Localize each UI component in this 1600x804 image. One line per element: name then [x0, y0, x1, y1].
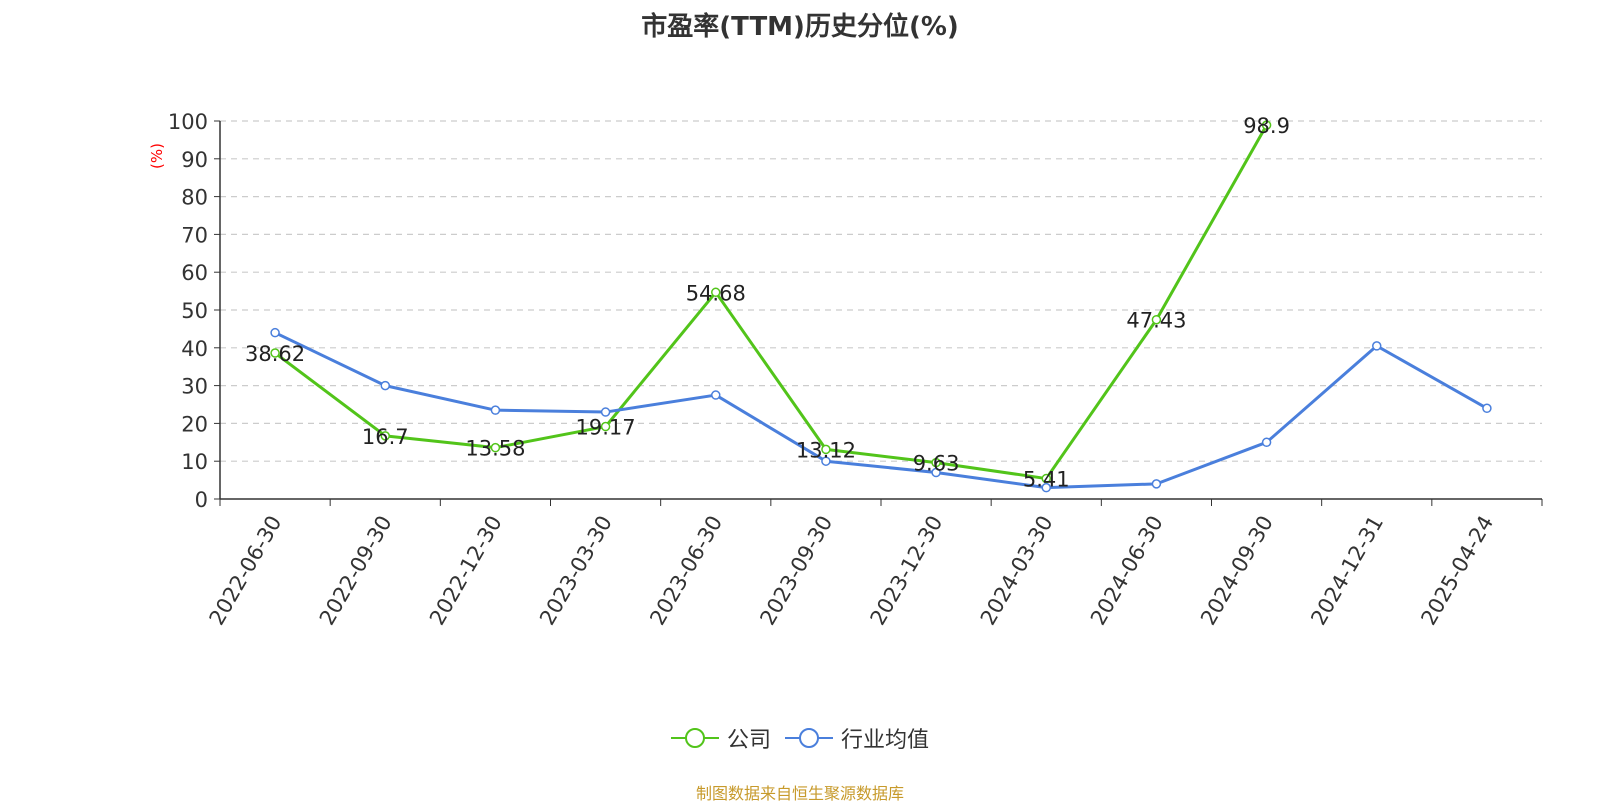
- data-point-1: [931, 467, 941, 478]
- x-tick-label: 2023-09-30: [755, 512, 837, 630]
- legend: 公司 行业均值: [0, 722, 1600, 754]
- legend-swatch-industry-avg: [785, 728, 833, 748]
- y-tick-label: 40: [181, 337, 208, 361]
- data-point-0: [1151, 314, 1162, 325]
- series-line-1: [274, 331, 1488, 490]
- data-label: 19.17: [576, 416, 636, 440]
- source-note: 制图数据来自恒生聚源数据库: [695, 784, 904, 803]
- data-point-1: [1151, 479, 1162, 489]
- data-label: 5.41: [1023, 468, 1070, 492]
- legend-item-industry-avg[interactable]: 行业均值: [785, 722, 929, 754]
- series-line-0: [274, 124, 1268, 481]
- data-point-0: [600, 421, 611, 432]
- x-tick-label: 2024-12-31: [1306, 512, 1388, 630]
- data-point-1: [821, 456, 831, 466]
- data-point-1: [1041, 482, 1051, 493]
- x-tick-label: 2023-03-30: [535, 512, 617, 630]
- x-tick-label: 2022-06-30: [205, 512, 287, 630]
- data-point-1: [711, 390, 721, 400]
- data-label: 38.62: [245, 342, 305, 366]
- y-tick-label: 70: [181, 223, 208, 247]
- x-tick-label: 2024-03-30: [976, 512, 1058, 630]
- y-tick-label: 10: [181, 450, 208, 474]
- legend-label-industry-avg: 行业均值: [841, 728, 930, 753]
- y-tick-label: 50: [181, 299, 208, 323]
- y-tick-label: 80: [181, 186, 208, 210]
- x-tick-label: 2023-12-30: [866, 512, 948, 630]
- data-point-0: [380, 431, 390, 441]
- data-point-0: [821, 444, 831, 455]
- data-label: 54.68: [686, 281, 746, 305]
- data-point-0: [270, 348, 280, 358]
- x-tick-label: 2022-09-30: [315, 512, 397, 630]
- data-point-1: [1372, 341, 1382, 351]
- x-tick-label: 2024-06-30: [1086, 512, 1168, 630]
- data-label: 9.63: [913, 452, 960, 476]
- data-point-0: [931, 457, 941, 468]
- legend-item-company[interactable]: 公司: [670, 722, 771, 754]
- chart-title: 市盈率(TTM)历史分位(%): [641, 12, 959, 42]
- y-tick-label: 100: [168, 110, 208, 134]
- legend-swatch-company: [670, 728, 719, 748]
- x-tick-label: 2022-12-30: [425, 512, 507, 630]
- y-tick-label: 20: [181, 412, 208, 436]
- data-label: 47.43: [1126, 309, 1186, 333]
- y-tick-label: 90: [181, 148, 208, 172]
- x-tick-label: 2025-04-24: [1416, 512, 1498, 630]
- data-point-0: [1041, 473, 1051, 484]
- legend-label-company: 公司: [726, 728, 771, 753]
- data-label: 13.58: [465, 437, 525, 461]
- y-tick-label: 60: [181, 261, 208, 285]
- data-label: 98.9: [1243, 114, 1290, 138]
- data-point-0: [1261, 120, 1272, 130]
- y-tick-label: 30: [181, 375, 208, 399]
- x-tick-label: 2024-09-30: [1196, 512, 1278, 630]
- data-point-1: [1482, 403, 1492, 414]
- data-label: 16.7: [362, 425, 409, 449]
- data-label: 13.12: [796, 438, 856, 462]
- y-axis-label: (%): [148, 143, 166, 169]
- data-point-1: [490, 405, 501, 415]
- data-point-0: [490, 442, 501, 453]
- data-point-0: [711, 287, 721, 298]
- x-tick-label: 2023-06-30: [645, 512, 727, 630]
- data-point-1: [600, 407, 611, 417]
- data-point-1: [380, 380, 390, 391]
- data-point-1: [1261, 437, 1272, 448]
- y-tick-label: 0: [195, 488, 208, 512]
- data-point-1: [270, 327, 280, 338]
